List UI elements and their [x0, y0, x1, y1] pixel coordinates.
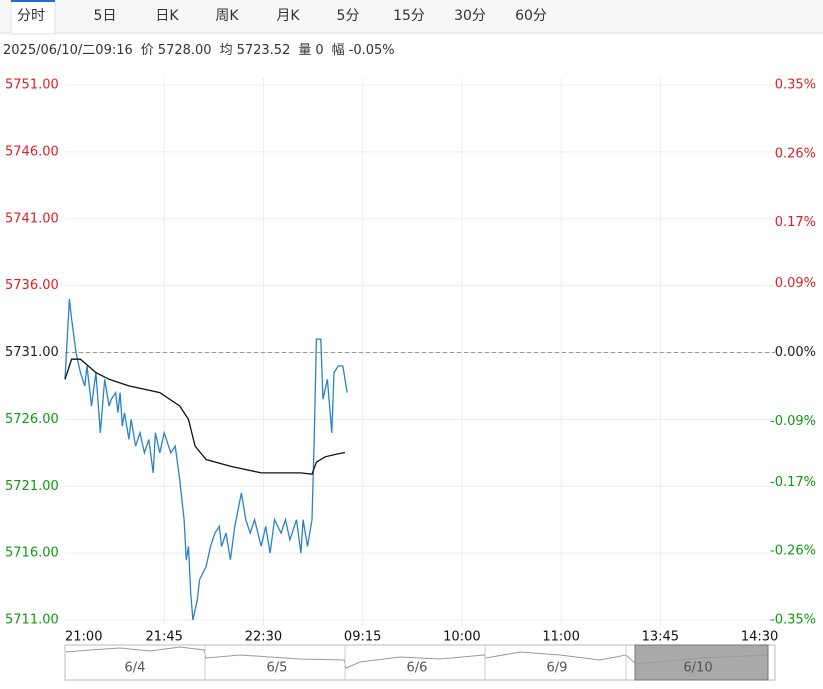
x-tick-label: 10:00: [443, 630, 480, 645]
info-volume-label: 量: [298, 43, 311, 58]
navigator-date: 6/6: [407, 661, 428, 676]
info-price: 5728.00: [158, 43, 212, 58]
y2-tick-label: -0.17%: [770, 475, 816, 490]
info-change: -0.05%: [349, 43, 395, 58]
y-tick-label: 5716.00: [5, 546, 59, 561]
y2-tick-label: 0.00%: [775, 345, 816, 360]
x-tick-label: 22:30: [245, 630, 282, 645]
y-tick-label: 5751.00: [5, 78, 59, 93]
x-tick-label: 11:00: [542, 630, 579, 645]
navigator-date: 6/4: [125, 661, 146, 676]
y-tick-label: 5721.00: [5, 479, 59, 494]
info-time: 2025/06/10/二09:16: [3, 43, 133, 58]
tab[interactable]: 周K: [215, 8, 239, 24]
x-tick-label: 09:15: [344, 630, 381, 645]
y-tick-label: 5741.00: [5, 211, 59, 226]
tab[interactable]: 分时: [17, 8, 45, 24]
tab[interactable]: 月K: [276, 8, 300, 24]
navigator-selection[interactable]: [634, 644, 769, 681]
y-tick-label: 5731.00: [5, 345, 59, 360]
series-line: [64, 298, 348, 621]
y-tick-label: 5746.00: [5, 144, 59, 159]
x-tick-label: 21:00: [65, 630, 102, 645]
tab[interactable]: 30分: [454, 8, 486, 24]
x-tick-label: 21:45: [145, 630, 182, 645]
tab-bar: [0, 0, 823, 33]
navigator-date: 6/9: [547, 661, 568, 676]
tab-selected: [10, 0, 56, 35]
y2-tick-label: -0.09%: [770, 414, 816, 429]
info-avg: 5723.52: [237, 43, 291, 58]
y2-tick-label: 0.09%: [775, 276, 816, 291]
y-tick-label: 5736.00: [5, 278, 59, 293]
tab[interactable]: 5日: [94, 8, 117, 24]
tab[interactable]: 5分: [337, 8, 360, 24]
navigator-date: 6/5: [267, 661, 288, 676]
x-tick-label: 13:45: [642, 630, 679, 645]
y2-tick-label: 0.35%: [775, 78, 816, 93]
navigator-date: 6/10: [683, 661, 712, 676]
info-price-label: 价: [141, 43, 154, 58]
info-volume: 0: [315, 43, 323, 58]
tab[interactable]: 15分: [393, 8, 425, 24]
tab[interactable]: 60分: [515, 8, 547, 24]
info-avg-label: 均: [220, 43, 233, 58]
info-line: 2025/06/10/二09:16 价 5728.00 均 5723.52 量 0 幅 -0.0…: [3, 43, 395, 58]
info-change-label: 幅: [332, 43, 345, 58]
y2-tick-label: -0.26%: [770, 544, 816, 559]
x-tick-label: 14:30: [741, 630, 778, 645]
y2-tick-label: -0.35%: [770, 613, 816, 628]
y2-tick-label: 0.26%: [775, 146, 816, 161]
y-tick-label: 5726.00: [5, 412, 59, 427]
series-line: [64, 358, 346, 475]
y-tick-label: 5711.00: [5, 613, 59, 628]
y2-tick-label: 0.17%: [775, 215, 816, 230]
tab[interactable]: 日K: [155, 8, 179, 24]
